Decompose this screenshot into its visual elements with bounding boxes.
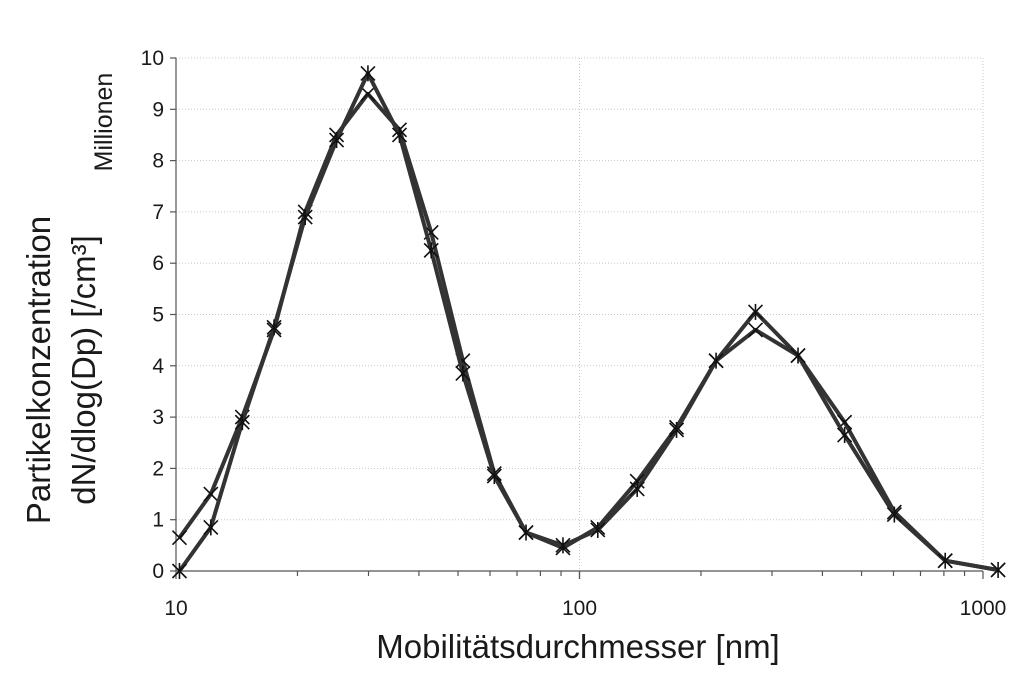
x-axis-title: Mobilitätsdurchmesser [nm] [376, 628, 779, 665]
data-point [790, 347, 806, 364]
data-point [990, 561, 1006, 578]
data-point [886, 506, 902, 523]
series-1 [171, 86, 1006, 578]
data-point [329, 132, 345, 149]
data-point [171, 530, 188, 546]
y-tick-label: 3 [152, 406, 164, 429]
marker-stroke [747, 322, 764, 338]
data-point [171, 563, 188, 579]
y-tick-label: 7 [152, 201, 164, 224]
x-tick-label: 1000 [960, 597, 1007, 620]
data-point [391, 126, 408, 143]
marker-stroke [203, 486, 219, 502]
axes [170, 57, 984, 579]
y-tick-label: 8 [152, 150, 164, 173]
data-point [297, 209, 313, 226]
y-axis-title-line1: Partikelkonzentration [20, 216, 57, 524]
y-tick-label: 5 [152, 304, 164, 327]
data-point [203, 486, 219, 502]
y-tick-label: 4 [152, 355, 164, 378]
y-tick-label: 10 [141, 47, 164, 70]
data-point [360, 65, 376, 82]
data-point [360, 86, 376, 102]
data-point [266, 319, 282, 336]
data-point [518, 524, 534, 541]
tick-labels: 0 1 2 3 4 5 6 7 8 9 10 10 100 1000 [141, 47, 1007, 620]
series-2 [171, 65, 1006, 579]
x-tick-label: 100 [562, 597, 597, 620]
data-point [203, 519, 219, 536]
grid [176, 57, 984, 571]
data-point [937, 552, 953, 569]
data-point [668, 421, 685, 438]
y-unit-label: Millionen [90, 73, 118, 172]
data-point [747, 322, 764, 338]
data-point [708, 352, 724, 369]
series-line [177, 91, 999, 572]
series-line [177, 71, 999, 573]
data-point [837, 427, 853, 444]
y-tick-label: 1 [152, 509, 164, 532]
data-point [555, 537, 571, 554]
y-tick-label: 2 [152, 457, 164, 480]
marker-stroke [455, 353, 471, 369]
data-point [629, 480, 645, 497]
data-point [486, 468, 502, 485]
data-point [455, 365, 471, 382]
data-point [590, 521, 606, 538]
marker-stroke [171, 530, 188, 546]
y-tick-label: 0 [152, 560, 164, 583]
y-tick-label: 9 [152, 98, 164, 121]
x-tick-label: 10 [164, 597, 187, 620]
data-point [234, 414, 250, 431]
series-layer [171, 65, 1006, 579]
marker-stroke [360, 86, 376, 102]
y-tick-label: 6 [152, 252, 164, 275]
data-point [423, 242, 439, 259]
data-point [747, 303, 764, 320]
y-axis-title-line2: dN/dlog(Dp) [/cm³] [65, 235, 102, 505]
